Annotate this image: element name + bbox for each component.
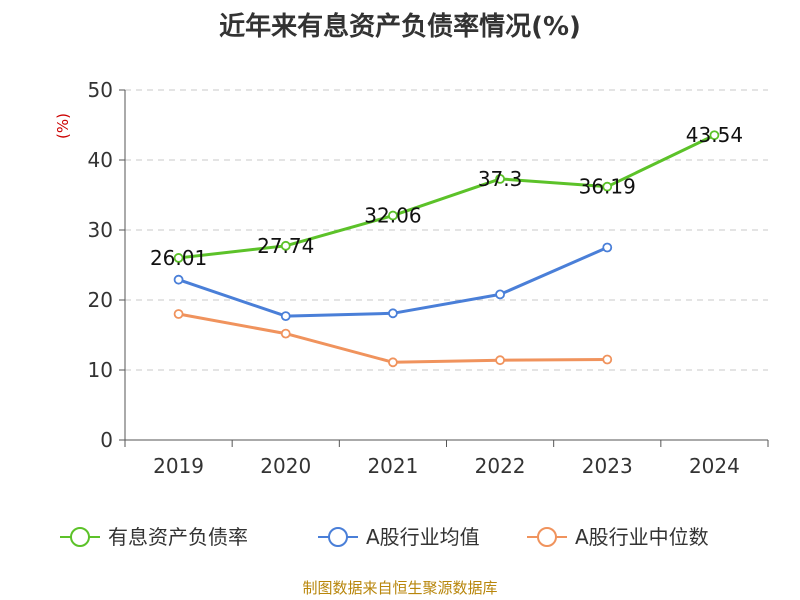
y-tick-label: 20 xyxy=(88,288,113,312)
data-point xyxy=(280,328,291,339)
data-label: 37.3 xyxy=(478,167,523,191)
x-tick-label: 2019 xyxy=(153,454,204,478)
legend-swatch-marker xyxy=(537,527,557,547)
data-point xyxy=(602,242,613,253)
data-point xyxy=(495,355,505,366)
legend: 有息资产负债率 A股行业均值 A股行业中位数 xyxy=(60,525,709,549)
legend-swatch-marker xyxy=(328,527,348,547)
data-label: 32.06 xyxy=(364,204,421,228)
data-point xyxy=(173,274,184,285)
chart-title: 近年来有息资产负债率情况(%) xyxy=(219,12,581,42)
series-line-1 xyxy=(178,246,608,318)
axes: 0 10 20 30 40 50 2019 2020 2021 2022 2023 2024 xyxy=(88,78,769,478)
data-point xyxy=(495,173,505,184)
x-tick-label: 2022 xyxy=(475,454,526,478)
data-point xyxy=(388,357,398,368)
y-tick-label: 50 xyxy=(88,78,113,102)
legend-label: 有息资产负债率 xyxy=(108,525,248,549)
data-point xyxy=(388,210,398,221)
x-tick-label: 2020 xyxy=(260,454,311,478)
legend-item-1: A股行业均值 xyxy=(318,525,480,549)
data-label: 43.54 xyxy=(686,123,743,147)
data-point xyxy=(388,308,398,319)
data-label: 27.74 xyxy=(257,234,314,258)
series-layer xyxy=(173,130,720,368)
data-point xyxy=(602,354,613,365)
data-label: 36.19 xyxy=(579,175,636,199)
data-point xyxy=(280,311,291,322)
legend-swatch-marker xyxy=(70,527,90,547)
y-axis-label: (%) xyxy=(54,113,72,139)
data-point xyxy=(602,181,613,192)
legend-item-2: A股行业中位数 xyxy=(527,525,709,549)
legend-item-0: 有息资产负债率 xyxy=(60,525,248,549)
y-tick-label: 0 xyxy=(100,428,113,452)
data-point xyxy=(709,130,720,141)
legend-label: A股行业中位数 xyxy=(575,525,709,549)
y-tick-label: 30 xyxy=(88,218,113,242)
y-tick-label: 40 xyxy=(88,148,113,172)
series-line-2 xyxy=(178,312,608,364)
data-point xyxy=(280,240,291,251)
x-tick-label: 2023 xyxy=(582,454,633,478)
data-labels: 26.01 27.74 32.06 37.3 36.19 43.54 xyxy=(150,123,743,270)
data-point xyxy=(173,253,184,263)
legend-label: A股行业均值 xyxy=(366,525,480,549)
x-tick-label: 2024 xyxy=(689,454,740,478)
gridlines xyxy=(125,89,768,371)
data-point xyxy=(173,309,184,319)
series-line-0 xyxy=(178,133,716,260)
data-label: 26.01 xyxy=(150,246,207,270)
y-tick-label: 10 xyxy=(88,358,113,382)
source-note: 制图数据来自恒生聚源数据库 xyxy=(302,579,498,597)
x-tick-label: 2021 xyxy=(367,454,418,478)
data-point xyxy=(495,289,505,300)
